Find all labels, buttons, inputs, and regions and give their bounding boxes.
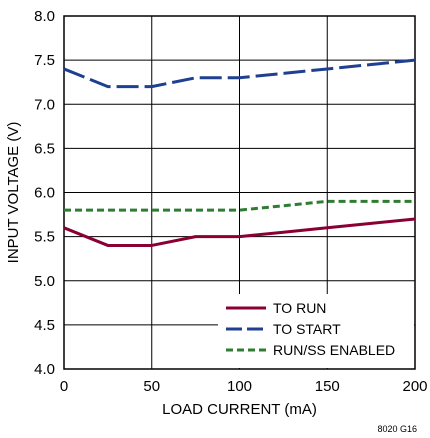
x-tick-label: 200 xyxy=(402,378,427,395)
x-tick-labels: 0 50 100 150 200 xyxy=(60,378,428,395)
figure-id: 8020 G16 xyxy=(377,424,417,434)
y-tick-label: 6.5 xyxy=(34,140,55,157)
series-line-run-ss-enabled xyxy=(64,199,415,212)
y-tick-labels: 4.0 4.5 5.0 5.5 6.0 6.5 7.0 7.5 8.0 xyxy=(34,8,55,378)
y-tick-label: 5.5 xyxy=(34,229,55,246)
x-tick-label: 100 xyxy=(227,378,252,395)
y-tick-label: 7.5 xyxy=(34,52,55,69)
x-tick-label: 0 xyxy=(60,378,68,395)
series-line-to-start xyxy=(63,58,416,89)
legend-background xyxy=(218,294,414,368)
y-tick-label: 7.0 xyxy=(34,96,55,113)
legend-label: RUN/SS ENABLED xyxy=(273,342,395,358)
x-tick-label: 150 xyxy=(315,378,340,395)
y-tick-label: 8.0 xyxy=(34,8,55,25)
y-tick-label: 6.0 xyxy=(34,185,55,202)
y-axis-title: INPUT VOLTAGE (V) xyxy=(5,122,22,264)
legend-label: TO RUN xyxy=(273,300,326,316)
x-axis-title: LOAD CURRENT (mA) xyxy=(162,401,317,418)
legend-label: TO START xyxy=(273,321,341,337)
legend: TO RUN TO START RUN/SS ENABLED xyxy=(218,294,414,368)
series-line-to-run xyxy=(63,217,416,247)
y-tick-label: 4.5 xyxy=(34,317,55,334)
series-group xyxy=(63,58,416,247)
x-tick-label: 50 xyxy=(143,378,160,395)
y-tick-label: 4.0 xyxy=(34,361,55,378)
y-tick-label: 5.0 xyxy=(34,273,55,290)
plot-frame xyxy=(63,15,416,370)
